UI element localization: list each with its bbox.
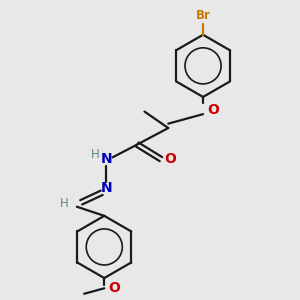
- Text: O: O: [109, 281, 121, 295]
- Text: H: H: [91, 148, 100, 161]
- Text: Br: Br: [196, 9, 211, 22]
- Text: O: O: [165, 152, 176, 166]
- Text: H: H: [60, 196, 69, 209]
- Text: O: O: [207, 103, 219, 117]
- Text: N: N: [100, 152, 112, 166]
- Text: N: N: [100, 182, 112, 195]
